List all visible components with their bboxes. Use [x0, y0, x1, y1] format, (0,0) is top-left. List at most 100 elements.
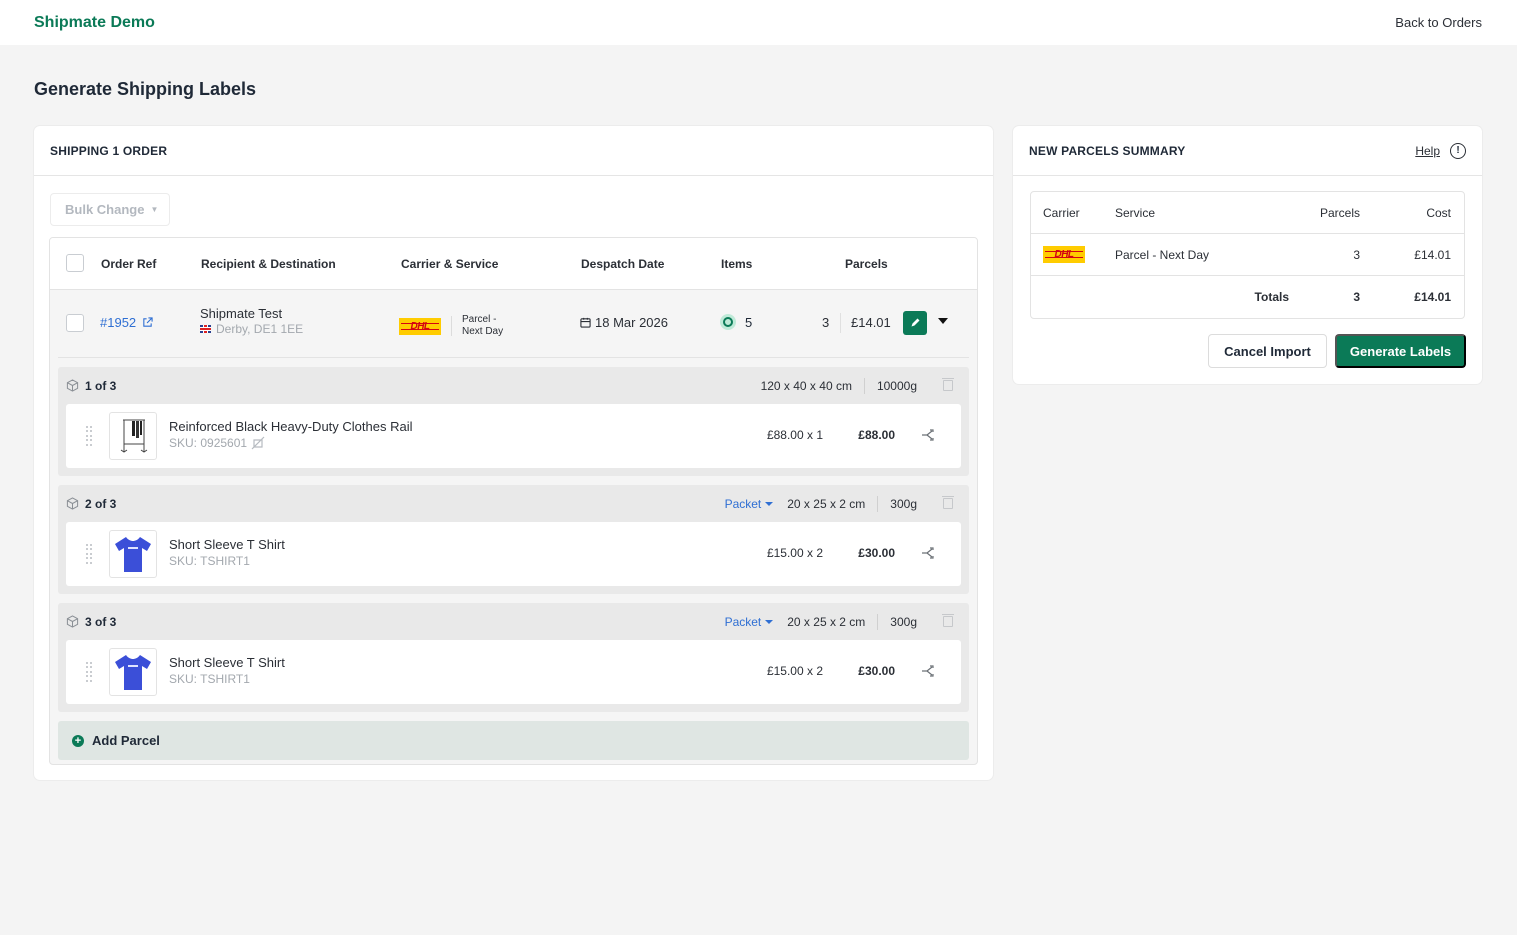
add-parcel-button[interactable]: + Add Parcel [58, 721, 969, 760]
uk-flag-icon [200, 325, 211, 333]
summary-cost: £14.01 [1414, 248, 1451, 262]
drag-handle-icon[interactable] [86, 426, 92, 446]
col-parcels: Parcels [845, 257, 888, 271]
summary-table: Carrier Service Parcels Cost DHL Parcel … [1030, 191, 1465, 319]
despatch-date[interactable]: 18 Mar 2026 [580, 315, 668, 330]
summary-parcels: 3 [1353, 248, 1360, 262]
summary-header-row: Carrier Service Parcels Cost [1031, 192, 1464, 234]
parcel-meta: 120 x 40 x 40 cm 10000g [760, 367, 954, 404]
clothes-rail-image [120, 419, 148, 453]
generate-labels-button[interactable]: Generate Labels [1335, 334, 1466, 368]
dhl-logo: DHL [1043, 246, 1085, 263]
parcel-weight[interactable]: 300g [890, 496, 917, 511]
info-icon[interactable]: ! [1450, 142, 1466, 159]
col-order-ref: Order Ref [101, 257, 157, 271]
table-header: Order Ref Recipient & Destination Carrie… [50, 238, 977, 290]
edit-order-button[interactable] [903, 311, 927, 335]
parcel-meta: Packet 20 x 25 x 2 cm 300g [725, 603, 954, 640]
destination-text: Derby, DE1 1EE [216, 322, 304, 336]
drag-handle-icon[interactable] [86, 544, 92, 564]
box-icon [66, 497, 79, 510]
parcel-item: Short Sleeve T Shirt SKU: TSHIRT1 £15.00… [66, 640, 961, 704]
tshirt-image [115, 537, 151, 572]
items-count-text: 5 [745, 314, 753, 330]
calendar-icon [580, 317, 591, 328]
orders-card: SHIPPING 1 ORDER Bulk Change ▼ Order Ref… [34, 126, 993, 780]
add-parcel-label: Add Parcel [92, 733, 160, 748]
item-name: Short Sleeve T Shirt [169, 537, 285, 552]
pencil-icon [911, 318, 920, 327]
service-line-2: Next Day [462, 326, 504, 337]
packaging-label: Packet [724, 614, 762, 629]
totals-label: Totals [1254, 290, 1289, 304]
delete-parcel-icon[interactable] [942, 614, 954, 627]
item-sku-text: SKU: 0925601 [169, 436, 248, 450]
help-link[interactable]: Help [1415, 143, 1440, 158]
parcel-title-text: 1 of 3 [85, 378, 117, 393]
back-to-orders-link[interactable]: Back to Orders [1395, 15, 1482, 30]
item-unit-price: £15.00 x 2 [766, 546, 823, 560]
orders-card-title: SHIPPING 1 ORDER [50, 143, 168, 158]
packaging-dropdown[interactable]: Packet [725, 615, 774, 629]
totals-parcels: 3 [1353, 290, 1360, 304]
recipient-name: Shipmate Test [200, 306, 283, 321]
col-carrier: Carrier & Service [401, 257, 499, 271]
carrier-service: DHL Parcel - Next Day [399, 314, 503, 338]
expand-order-toggle[interactable] [938, 318, 948, 324]
parcel-weight[interactable]: 300g [890, 614, 917, 629]
divider [451, 316, 452, 336]
split-item-icon[interactable] [921, 429, 935, 441]
brand-name: Shipmate Demo [34, 13, 155, 31]
help-area: Help ! [1415, 142, 1466, 159]
product-thumbnail [109, 648, 157, 696]
item-total: £30.00 [858, 664, 895, 678]
parcel-dimensions[interactable]: 20 x 25 x 2 cm [787, 496, 866, 511]
recipient-destination: Derby, DE1 1EE [200, 322, 303, 336]
bulk-change-label: Bulk Change [65, 202, 145, 217]
parcel-header: 3 of 3 Packet 20 x 25 x 2 cm 300g [66, 603, 961, 640]
orders-table: Order Ref Recipient & Destination Carrie… [49, 237, 978, 765]
col-parcels: Parcels [1319, 206, 1360, 220]
delete-parcel-icon[interactable] [942, 496, 954, 509]
item-sku: SKU: 0925601 [169, 436, 265, 450]
summary-totals-row: Totals 3 £14.01 [1031, 276, 1464, 318]
caret-down-icon [765, 501, 774, 506]
delete-parcel-icon[interactable] [942, 378, 954, 391]
summary-card-header: NEW PARCELS SUMMARY Help ! [1013, 126, 1482, 176]
col-despatch-date: Despatch Date [581, 257, 665, 271]
order-ref-link[interactable]: #1952 [100, 315, 153, 330]
bulk-change-button[interactable]: Bulk Change ▼ [50, 193, 170, 226]
summary-row: DHL Parcel - Next Day 3 £14.01 [1031, 234, 1464, 276]
cancel-import-button[interactable]: Cancel Import [1208, 334, 1327, 368]
select-all-checkbox[interactable] [66, 254, 84, 272]
parcel-title-text: 3 of 3 [85, 614, 117, 629]
item-name: Reinforced Black Heavy-Duty Clothes Rail [169, 419, 413, 434]
split-item-icon[interactable] [921, 665, 935, 677]
packaging-dropdown[interactable]: Packet [725, 497, 774, 511]
parcel-dimensions[interactable]: 20 x 25 x 2 cm [787, 614, 866, 629]
divider [877, 613, 879, 630]
col-service: Service [1115, 206, 1156, 220]
split-item-icon[interactable] [921, 547, 935, 559]
plus-circle-icon: + [72, 734, 84, 747]
divider [877, 495, 879, 512]
caret-down-icon: ▼ [150, 205, 159, 214]
col-items: Items [721, 257, 753, 271]
drag-handle-icon[interactable] [86, 662, 92, 682]
item-unit-price: £15.00 x 2 [766, 664, 823, 678]
product-thumbnail [109, 412, 157, 460]
page-title: Generate Shipping Labels [34, 79, 257, 99]
parcel-meta: Packet 20 x 25 x 2 cm 300g [725, 485, 954, 522]
item-name: Short Sleeve T Shirt [169, 655, 285, 670]
box-icon [66, 379, 79, 392]
parcel-dimensions[interactable]: 120 x 40 x 40 cm [760, 378, 852, 393]
status-ring-icon [720, 314, 736, 330]
item-sku: SKU: TSHIRT1 [169, 554, 250, 568]
parcel-item: Short Sleeve T Shirt SKU: TSHIRT1 £15.00… [66, 522, 961, 586]
tshirt-image [115, 655, 151, 690]
totals-cost: £14.01 [1414, 290, 1451, 304]
parcel-title: 3 of 3 [66, 615, 116, 629]
order-checkbox[interactable] [66, 314, 84, 332]
order-row: #1952 Shipmate Test Derby, DE1 1EE DHL P… [58, 290, 969, 358]
parcel-weight[interactable]: 10000g [876, 378, 917, 393]
